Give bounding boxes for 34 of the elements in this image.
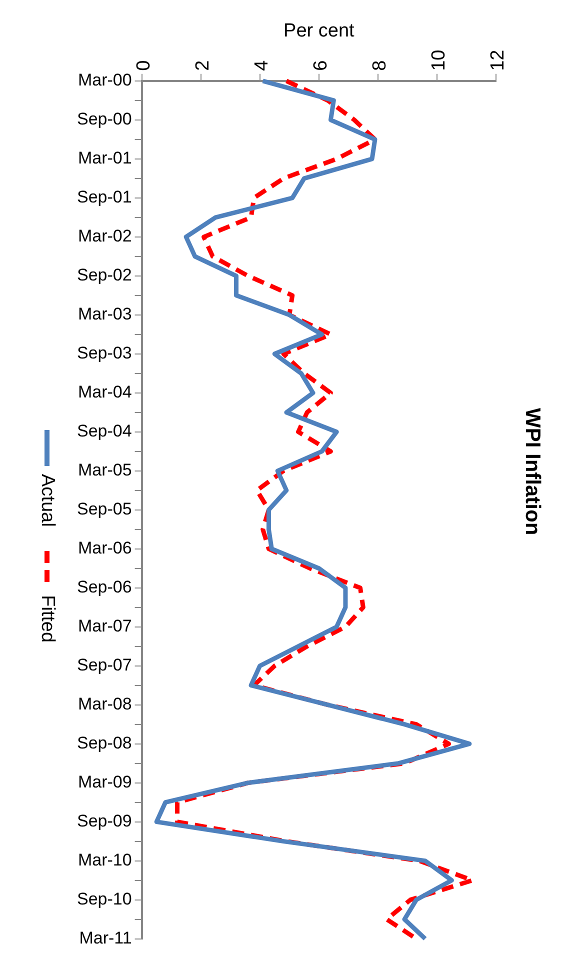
y-tick-label: Mar-06 bbox=[78, 538, 132, 558]
y-tick-label: Mar-07 bbox=[78, 616, 132, 636]
x-tick-label: 0 bbox=[133, 60, 154, 71]
x-axis-title: Per cent bbox=[284, 20, 356, 42]
y-tick-label: Mar-09 bbox=[78, 772, 132, 792]
y-tick-label: Sep-04 bbox=[76, 422, 132, 441]
y-tick-label: Mar-00 bbox=[78, 70, 132, 90]
legend-label: Actual bbox=[36, 474, 58, 527]
x-tick-label: 8 bbox=[369, 60, 390, 71]
x-tick-label: 2 bbox=[192, 60, 214, 71]
x-tick-label: 6 bbox=[310, 60, 332, 71]
y-tick-label: Mar-05 bbox=[78, 460, 132, 480]
y-tick-label: Mar-01 bbox=[78, 148, 132, 168]
y-tick-label: Mar-03 bbox=[78, 304, 132, 324]
x-tick-label: 10 bbox=[428, 50, 450, 71]
y-tick-label: Sep-10 bbox=[76, 889, 132, 908]
y-tick-label: Sep-07 bbox=[76, 656, 132, 675]
y-tick-label: Sep-05 bbox=[76, 500, 132, 519]
y-tick-label: Mar-11 bbox=[79, 928, 132, 948]
x-tick-label: 4 bbox=[251, 60, 272, 71]
y-tick-label: Sep-08 bbox=[76, 734, 132, 753]
y-tick-label: Sep-09 bbox=[76, 812, 132, 831]
y-tick-label: Sep-01 bbox=[76, 188, 132, 207]
y-tick-label: Sep-06 bbox=[76, 578, 132, 597]
y-tick-label: Mar-08 bbox=[78, 694, 132, 714]
y-tick-label: Sep-02 bbox=[76, 266, 132, 285]
x-tick-label: 12 bbox=[487, 50, 508, 71]
y-tick-label: Mar-02 bbox=[78, 226, 132, 246]
text: WPI Inflation bbox=[520, 408, 544, 536]
y-tick-label: Sep-03 bbox=[76, 344, 132, 363]
y-tick-label: Mar-10 bbox=[78, 850, 132, 870]
legend-label: Fitted bbox=[36, 594, 58, 642]
y-tick-label: Mar-04 bbox=[78, 382, 132, 402]
y-tick-label: Sep-00 bbox=[76, 110, 132, 129]
